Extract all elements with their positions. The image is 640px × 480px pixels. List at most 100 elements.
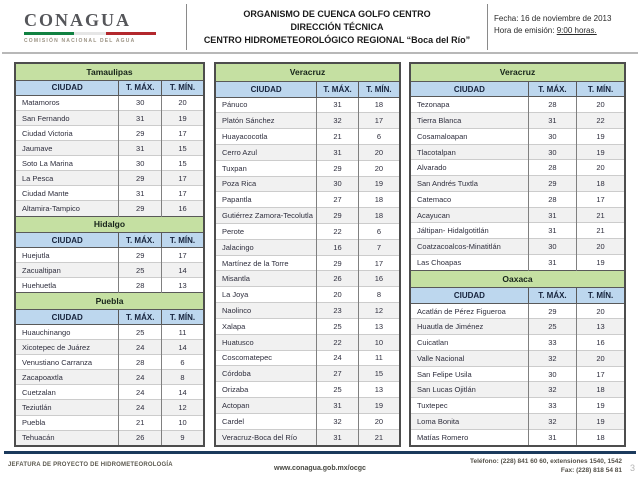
table-row: Xalapa 25 13 bbox=[214, 317, 400, 335]
tmin-cell: 12 bbox=[357, 302, 400, 319]
table-row: Huautla de Jiménez 25 13 bbox=[409, 318, 625, 335]
table-row: Tezonapa 28 20 bbox=[409, 96, 625, 113]
tmin-cell: 9 bbox=[160, 429, 204, 446]
table-row: Venustiano Carranza 28 6 bbox=[14, 354, 204, 370]
tmax-cell: 32 bbox=[527, 412, 577, 430]
tmin-cell: 18 bbox=[576, 428, 625, 446]
table-row: Poza Rica 30 19 bbox=[214, 175, 400, 192]
tmin-cell: 16 bbox=[576, 334, 625, 351]
tmin-header: T. MÍN. bbox=[357, 80, 401, 98]
tmax-cell: 31 bbox=[118, 140, 162, 156]
tmax-cell: 30 bbox=[118, 155, 162, 171]
tmax-cell: 25 bbox=[118, 324, 162, 340]
city-cell: Huejutla bbox=[14, 247, 119, 263]
tmax-cell: 29 bbox=[118, 170, 162, 186]
table-row: Xicotepec de Juárez 24 14 bbox=[14, 339, 204, 355]
table-row: Pánuco 31 18 bbox=[214, 96, 400, 113]
tmin-cell: 19 bbox=[357, 396, 400, 414]
tmin-cell: 14 bbox=[160, 384, 204, 400]
city-cell: Tehuacán bbox=[14, 429, 119, 446]
city-cell: La Joya bbox=[214, 286, 317, 303]
tmax-cell: 22 bbox=[316, 333, 359, 350]
city-cell: Zacualtipan bbox=[14, 262, 119, 278]
tmin-cell: 13 bbox=[357, 317, 400, 335]
header-rule bbox=[2, 52, 638, 54]
tmin-cell: 8 bbox=[160, 369, 204, 385]
tmax-header: T. MÁX. bbox=[118, 79, 162, 96]
footer-contact: Teléfono: (228) 841 60 60, extensiones 1… bbox=[470, 457, 622, 475]
tmin-cell: 17 bbox=[576, 190, 625, 208]
table-row: Orizaba 25 13 bbox=[214, 381, 400, 398]
city-cell: Jáltipan- Hidalgotitlán bbox=[409, 222, 529, 239]
tmax-cell: 32 bbox=[316, 412, 359, 430]
table-row: Huehuetla 28 13 bbox=[14, 277, 204, 293]
table-row: Perote 22 6 bbox=[214, 223, 400, 240]
city-cell: Valle Nacional bbox=[409, 349, 529, 367]
city-cell: Zacapoaxtla bbox=[14, 369, 119, 385]
tmax-header: T. MÁX. bbox=[527, 80, 578, 98]
table-row: Tlacotalpan 30 19 bbox=[409, 143, 625, 160]
table-row: Gutiérrez Zamora-Tecolutla 29 18 bbox=[214, 207, 400, 224]
table-row: San Fernando 31 19 bbox=[14, 109, 204, 126]
temperature-table: Veracruz CIUDAD T. MÁX. T. MÍN. Tezonapa 28 20… bbox=[409, 62, 626, 447]
city-cell: Xalapa bbox=[214, 317, 317, 335]
tmax-cell: 28 bbox=[527, 190, 577, 208]
tmin-cell: 17 bbox=[357, 112, 400, 129]
table-row: Martínez de la Torre 29 17 bbox=[214, 254, 400, 271]
tmin-cell: 8 bbox=[357, 286, 400, 303]
tmin-cell: 15 bbox=[357, 365, 400, 382]
table-row: Tuxpan 29 20 bbox=[214, 159, 400, 177]
report-title-line1: ORGANISMO DE CUENCA GOLFO CENTRO bbox=[243, 9, 431, 19]
table-row: Naolinco 23 12 bbox=[214, 302, 400, 319]
tmax-cell: 29 bbox=[118, 125, 162, 141]
report-date-block: Fecha: 16 de noviembre de 2013 Hora de e… bbox=[494, 13, 636, 37]
footer-website: www.conagua.gob.mx/ocgc bbox=[274, 465, 366, 472]
city-cell: Jaumave bbox=[14, 140, 119, 156]
table-row: Altamira-Tampico 29 16 bbox=[14, 200, 204, 217]
city-cell: Loma Bonita bbox=[409, 412, 529, 430]
state-name: Tamaulipas bbox=[14, 62, 205, 81]
report-title-line3: CENTRO HIDROMETEOROLÓGICO REGIONAL “Boca… bbox=[203, 35, 471, 45]
footer-fax: Fax: (228) 818 54 81 bbox=[560, 467, 622, 474]
tmin-cell: 13 bbox=[576, 318, 625, 335]
tmin-cell: 20 bbox=[357, 412, 400, 430]
table-row: Jaumave 31 15 bbox=[14, 140, 204, 156]
logo-flag-underline bbox=[24, 32, 156, 35]
city-cell: Perote bbox=[214, 223, 317, 240]
tmin-cell: 22 bbox=[576, 112, 625, 129]
city-cell: Actopan bbox=[214, 396, 317, 414]
city-cell: Alvarado bbox=[409, 159, 529, 176]
logo-brand-text: CONAGUA bbox=[24, 10, 131, 30]
table-row: Huejutla 29 17 bbox=[14, 247, 204, 263]
city-cell: Cuicatlan bbox=[409, 334, 529, 351]
footer-phone: Teléfono: (228) 841 60 60, extensiones 1… bbox=[470, 458, 622, 465]
tmin-cell: 6 bbox=[357, 128, 400, 145]
tmin-cell: 20 bbox=[576, 302, 625, 319]
table-row: Misantla 26 16 bbox=[214, 270, 400, 287]
tmax-cell: 32 bbox=[527, 381, 577, 398]
tmax-cell: 33 bbox=[527, 334, 577, 351]
tmax-header: T. MÁX. bbox=[118, 232, 162, 249]
table-row: Matías Romero 31 18 bbox=[409, 428, 625, 446]
tmin-cell: 7 bbox=[357, 238, 400, 256]
table-row: San Lucas Ojitlán 32 18 bbox=[409, 381, 625, 398]
table-row: Valle Nacional 32 20 bbox=[409, 349, 625, 367]
tmax-cell: 31 bbox=[527, 206, 577, 223]
report-title: ORGANISMO DE CUENCA GOLFO CENTRO DIRECCI… bbox=[190, 8, 484, 47]
temperature-table: Tamaulipas CIUDAD T. MÁX. T. MÍN. Matamoros 3… bbox=[14, 62, 205, 447]
tmin-cell: 19 bbox=[576, 143, 625, 160]
report-title-line2: DIRECCIÓN TÉCNICA bbox=[290, 22, 384, 32]
tmax-cell: 29 bbox=[527, 302, 577, 319]
table-row: Papantla 27 18 bbox=[214, 191, 400, 208]
table-row: Matamoros 30 20 bbox=[14, 94, 204, 111]
state-header-row: Hidalgo bbox=[14, 215, 205, 234]
table-row: Coatzacoalcos-Minatitlán 30 20 bbox=[409, 238, 625, 255]
tmin-cell: 19 bbox=[576, 397, 625, 414]
tmax-cell: 24 bbox=[316, 349, 359, 366]
state-header-row: Veracruz bbox=[214, 62, 401, 82]
tmax-cell: 22 bbox=[316, 223, 359, 240]
city-cell: Poza Rica bbox=[214, 175, 317, 192]
tmin-cell: 17 bbox=[160, 125, 204, 141]
tmax-cell: 29 bbox=[316, 254, 359, 271]
